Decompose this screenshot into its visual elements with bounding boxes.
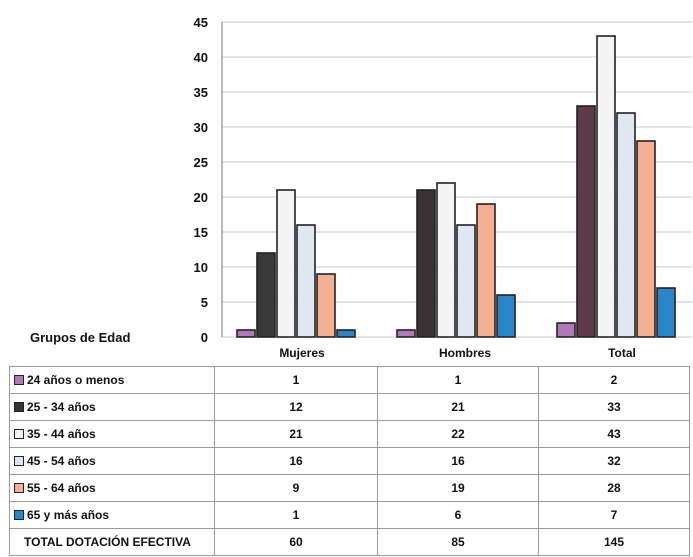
bar <box>316 273 336 338</box>
total-value-cell: 145 <box>538 528 690 556</box>
total-label-cell: TOTAL DOTACIÓN EFECTIVA <box>9 528 215 556</box>
value-cell: 21 <box>377 393 539 421</box>
value-cell: 7 <box>538 501 690 529</box>
category-label: Mujeres <box>279 346 325 360</box>
bar <box>276 189 296 338</box>
bar <box>456 224 476 338</box>
series-name: 55 - 64 años <box>27 481 96 495</box>
value-cell: 12 <box>214 393 378 421</box>
table-row: 25 - 34 años 12 21 33 <box>9 393 690 421</box>
bar <box>396 329 416 338</box>
bar <box>556 322 576 338</box>
series-label-cell: 24 años o menos <box>9 366 215 394</box>
series-name: 24 años o menos <box>27 373 125 387</box>
bar <box>336 329 356 338</box>
y-tick-label: 45 <box>194 15 208 30</box>
y-tick-label: 15 <box>194 225 208 240</box>
value-cell: 33 <box>538 393 690 421</box>
legend-swatch <box>14 375 24 385</box>
value-cell: 22 <box>377 420 539 448</box>
value-cell: 1 <box>214 501 378 529</box>
legend-swatch <box>14 429 24 439</box>
value-cell: 43 <box>538 420 690 448</box>
value-cell: 32 <box>538 447 690 475</box>
value-cell: 6 <box>377 501 539 529</box>
legend-swatch <box>14 456 24 466</box>
bar <box>636 140 656 338</box>
bar <box>476 203 496 338</box>
value-cell: 9 <box>214 474 378 502</box>
total-value-cell: 60 <box>214 528 378 556</box>
bar-chart: 0 5 10 15 20 25 30 35 40 45 Mujeres Hombres Total G… <box>30 15 692 360</box>
series-name: 25 - 34 años <box>27 400 96 414</box>
y-tick-label: 20 <box>194 190 208 205</box>
bar <box>236 329 256 338</box>
series-label-cell: 65 y más años <box>9 501 215 529</box>
y-tick-label: 40 <box>194 50 208 65</box>
table-row: 45 - 54 años 16 16 32 <box>9 447 690 475</box>
y-tick-label: 35 <box>194 85 208 100</box>
y-tick-label: 10 <box>194 260 208 275</box>
series-name: 35 - 44 años <box>27 427 96 441</box>
y-tick-label: 25 <box>194 155 208 170</box>
bar <box>296 224 316 338</box>
series-label-cell: 25 - 34 años <box>9 393 215 421</box>
value-cell: 19 <box>377 474 539 502</box>
value-cell: 21 <box>214 420 378 448</box>
table-row: 65 y más años 1 6 7 <box>9 501 690 529</box>
table-row: 35 - 44 años 21 22 43 <box>9 420 690 448</box>
data-table: 24 años o menos 1 1 2 25 - 34 años 12 21 33 35 -… <box>9 366 690 556</box>
value-cell: 2 <box>538 366 690 394</box>
bar <box>656 287 676 338</box>
bar <box>596 35 616 338</box>
bar <box>416 189 436 338</box>
category-label: Hombres <box>439 346 491 360</box>
legend-swatch <box>14 510 24 520</box>
table-row: 55 - 64 años 9 19 28 <box>9 474 690 502</box>
legend-swatch <box>14 483 24 493</box>
bar <box>496 294 516 338</box>
series-label-cell: 55 - 64 años <box>9 474 215 502</box>
bar <box>256 252 276 338</box>
value-cell: 28 <box>538 474 690 502</box>
value-cell: 16 <box>377 447 539 475</box>
category-label: Total <box>608 346 636 360</box>
value-cell: 1 <box>214 366 378 394</box>
legend-swatch <box>14 402 24 412</box>
table-row: 24 años o menos 1 1 2 <box>9 366 690 394</box>
y-tick-label: 0 <box>201 330 208 345</box>
bar <box>436 182 456 338</box>
total-value-cell: 85 <box>377 528 539 556</box>
bars <box>236 35 676 338</box>
series-label-cell: 45 - 54 años <box>9 447 215 475</box>
series-name: 65 y más años <box>27 508 110 522</box>
value-cell: 1 <box>377 366 539 394</box>
y-axis: 0 5 10 15 20 25 30 35 40 45 <box>194 15 223 345</box>
row-header-label: Grupos de Edad <box>30 330 130 345</box>
bar <box>576 105 596 338</box>
bar <box>616 112 636 338</box>
total-row: TOTAL DOTACIÓN EFECTIVA 60 85 145 <box>9 528 690 556</box>
category-labels: Mujeres Hombres Total <box>279 346 636 360</box>
y-tick-label: 30 <box>194 120 208 135</box>
value-cell: 16 <box>214 447 378 475</box>
y-tick-label: 5 <box>201 295 208 310</box>
series-name: 45 - 54 años <box>27 454 96 468</box>
series-label-cell: 35 - 44 años <box>9 420 215 448</box>
